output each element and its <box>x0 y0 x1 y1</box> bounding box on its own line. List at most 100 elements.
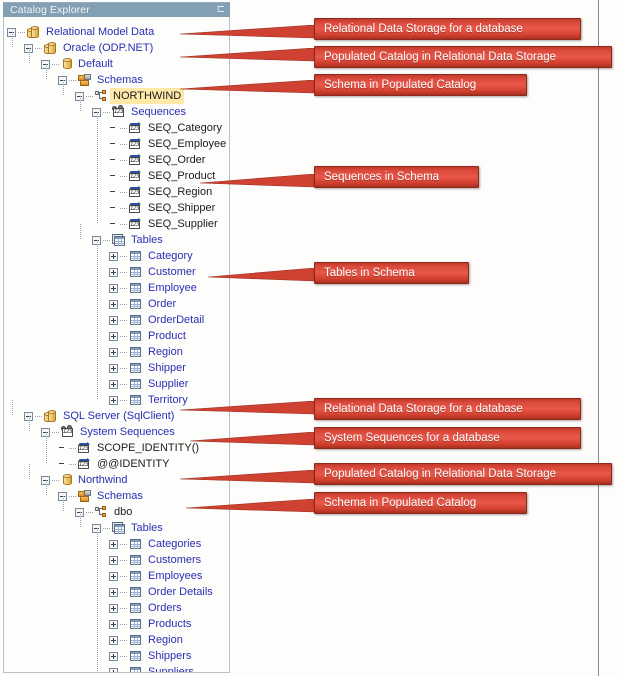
expand-toggle[interactable] <box>109 315 118 325</box>
tree-node[interactable]: 123 SCOPE_IDENTITY() <box>58 440 199 456</box>
expand-toggle[interactable] <box>109 363 118 373</box>
tree-node[interactable]: Employee <box>109 280 197 296</box>
tree-node[interactable]: 123 @@IDENTITY <box>58 456 169 472</box>
tree-node[interactable]: Order <box>109 296 176 312</box>
tree-connector <box>69 447 77 449</box>
tree-node-label: Shippers <box>148 650 192 662</box>
tree-node[interactable]: Shippers <box>109 648 191 664</box>
expand-toggle[interactable] <box>109 635 118 645</box>
collapse-toggle[interactable] <box>92 523 101 533</box>
tree-connector <box>120 303 128 305</box>
tree-node[interactable]: 123 SEQ_Employee <box>109 136 226 152</box>
tree-node[interactable]: 123 SEQ_Region <box>109 184 212 200</box>
collapse-toggle[interactable] <box>41 475 50 485</box>
tree-node[interactable]: 123 System Sequences <box>41 424 175 440</box>
sequences-folder-icon: 123 <box>61 424 75 439</box>
tree-node[interactable]: Product <box>109 328 186 344</box>
tree-connector-line <box>97 176 98 192</box>
tree-node[interactable]: 123 Sequences <box>92 104 186 120</box>
tree-node[interactable]: Tables <box>92 520 163 536</box>
expand-toggle[interactable] <box>109 555 118 565</box>
collapse-toggle[interactable] <box>24 43 33 53</box>
collapse-toggle[interactable] <box>58 491 67 501</box>
expand-toggle[interactable] <box>109 267 118 277</box>
expand-toggle[interactable] <box>109 395 118 405</box>
tree-node[interactable]: Supplier <box>109 376 188 392</box>
tree-node[interactable]: Territory <box>109 392 188 408</box>
tree-node[interactable]: Tables <box>92 232 163 248</box>
panel-titlebar: Catalog Explorer ⊏ <box>3 2 230 17</box>
tree-node[interactable]: NORTHWIND <box>75 88 185 104</box>
callout-label: Sequences in Schema <box>314 166 479 188</box>
tree-node[interactable]: Schemas <box>58 488 143 504</box>
expand-toggle[interactable] <box>109 667 118 672</box>
tree-connector <box>120 351 128 353</box>
tree-connector-line <box>97 208 98 224</box>
tree-connector-line <box>97 528 98 544</box>
tree-connector-line <box>97 192 98 208</box>
tree-node[interactable]: Category <box>109 248 193 264</box>
catalog-tree-panel[interactable]: Relational Model Data Oracle (ODP.NET) Def… <box>3 17 230 673</box>
tree-node[interactable]: Schemas <box>58 72 143 88</box>
tree-node[interactable]: Orders <box>109 600 182 616</box>
callout-label: Relational Data Storage for a database <box>314 18 581 40</box>
expand-toggle[interactable] <box>109 283 118 293</box>
collapse-toggle[interactable] <box>41 427 50 437</box>
tree-node[interactable]: Suppliers <box>109 664 194 672</box>
tree-connector-line <box>80 512 81 528</box>
collapse-toggle[interactable] <box>24 411 33 421</box>
collapse-toggle[interactable] <box>58 75 67 85</box>
expand-toggle[interactable] <box>109 539 118 549</box>
expand-toggle[interactable] <box>109 251 118 261</box>
tree-node[interactable]: 123 SEQ_Supplier <box>109 216 218 232</box>
expand-toggle[interactable] <box>109 299 118 309</box>
tree-connector <box>120 543 128 545</box>
expand-toggle[interactable] <box>109 587 118 597</box>
tree-node[interactable]: Employees <box>109 568 202 584</box>
expand-toggle[interactable] <box>109 331 118 341</box>
tree-node[interactable]: Relational Model Data <box>7 24 154 40</box>
tree-node[interactable]: Region <box>109 344 183 360</box>
expand-toggle[interactable] <box>109 619 118 629</box>
callout-pointer <box>186 499 314 513</box>
tree-node[interactable]: Northwind <box>41 472 128 488</box>
tree-node[interactable]: Region <box>109 632 183 648</box>
tables-folder-icon <box>112 233 126 247</box>
expand-toggle[interactable] <box>109 651 118 661</box>
tree-connector-line <box>97 288 98 304</box>
collapse-toggle[interactable] <box>92 107 101 117</box>
tree-connector-line <box>63 496 64 512</box>
collapse-toggle[interactable] <box>92 235 101 245</box>
expand-toggle[interactable] <box>109 571 118 581</box>
collapse-toggle[interactable] <box>7 27 16 37</box>
collapse-toggle[interactable] <box>75 507 84 517</box>
tree-node[interactable]: Default <box>41 56 113 72</box>
tree-node[interactable]: 123 SEQ_Order <box>109 152 205 168</box>
tree-node[interactable]: 123 SEQ_Product <box>109 168 215 184</box>
expand-toggle[interactable] <box>109 603 118 613</box>
sequence-icon: 123 <box>129 201 143 215</box>
tree-node[interactable]: Customer <box>109 264 196 280</box>
tree-node[interactable]: Customers <box>109 552 201 568</box>
tree-node-label: Categories <box>148 538 202 550</box>
auto-hide-pin-icon[interactable]: ⊏ <box>216 4 225 15</box>
expand-toggle[interactable] <box>109 347 118 357</box>
tree-node[interactable]: Categories <box>109 536 201 552</box>
collapse-toggle[interactable] <box>41 59 50 69</box>
tree-node[interactable]: Products <box>109 616 191 632</box>
tree-node[interactable]: Shipper <box>109 360 186 376</box>
tree-node[interactable]: 123 SEQ_Category <box>109 120 222 136</box>
sequence-icon: 123 <box>78 441 92 455</box>
tree-connector-line <box>97 256 98 272</box>
tree-node[interactable]: SQL Server (SqlClient) <box>24 408 174 424</box>
cylinder-icon <box>63 58 73 70</box>
tree-connector <box>120 207 128 209</box>
table-icon <box>129 554 143 567</box>
tree-node[interactable]: OrderDetail <box>109 312 204 328</box>
tree-node[interactable]: Order Details <box>109 584 213 600</box>
collapse-toggle[interactable] <box>75 91 84 101</box>
tree-node[interactable]: Oracle (ODP.NET) <box>24 40 153 56</box>
tree-node[interactable]: 123 SEQ_Shipper <box>109 200 215 216</box>
tree-node[interactable]: dbo <box>75 504 132 520</box>
expand-toggle[interactable] <box>109 379 118 389</box>
